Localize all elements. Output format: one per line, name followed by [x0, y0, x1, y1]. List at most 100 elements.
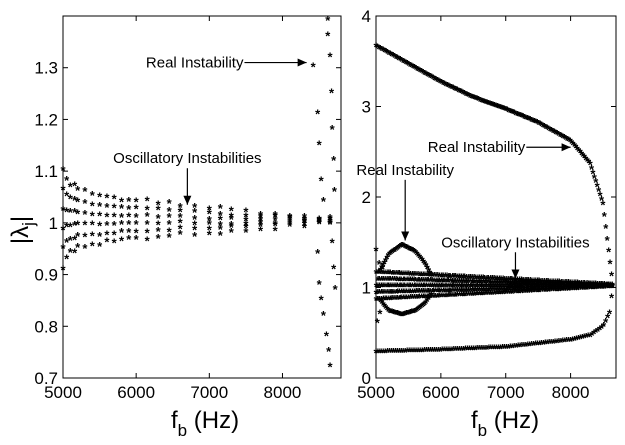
left-data-point: *: [90, 209, 96, 224]
left-data-point: *: [75, 194, 81, 209]
right-data-point: *: [506, 341, 512, 356]
right-data-point: *: [418, 344, 424, 359]
left-data-point: *: [302, 218, 308, 233]
left-data-point: *: [145, 203, 151, 218]
left-data-point: *: [192, 223, 198, 238]
left-data-point: *: [207, 213, 213, 228]
right-data-point: *: [564, 280, 570, 295]
right-data-point: *: [584, 277, 590, 292]
right-data-point: *: [446, 284, 452, 299]
right-data-point: *: [481, 272, 487, 287]
right-data-point: *: [412, 245, 418, 260]
right-data-point: *: [439, 269, 445, 284]
right-data-point: *: [449, 343, 455, 358]
right-data-point: *: [551, 336, 557, 351]
right-data-point: *: [555, 283, 561, 298]
right-data-point: *: [573, 278, 579, 293]
right-data-point: *: [375, 293, 381, 308]
left-data-point: *: [156, 197, 162, 212]
left-data-point: *: [134, 195, 140, 210]
right-data-point: *: [428, 344, 434, 359]
right-data-point: *: [418, 64, 424, 79]
right-data-point: *: [506, 286, 512, 301]
right-data-point: *: [526, 285, 532, 300]
right-data-point: *: [376, 41, 382, 56]
left-y-tick-label: 0.8: [34, 317, 58, 336]
right-data-point: *: [418, 301, 424, 316]
right-data-point: *: [435, 274, 441, 289]
right-data-point: *: [510, 276, 516, 291]
left-data-point: *: [119, 201, 125, 216]
right-data-point: *: [501, 283, 507, 298]
right-data-point: *: [557, 276, 563, 291]
right-data-point: *: [537, 337, 543, 352]
right-data-point: *: [582, 331, 588, 346]
right-data-point: *: [582, 281, 588, 296]
right-data-point: *: [393, 345, 399, 360]
right-data-point: *: [584, 330, 590, 345]
right-data-point: *: [486, 342, 492, 357]
right-data-point: *: [412, 285, 418, 300]
right-data-point: *: [609, 290, 615, 305]
right-data-point: *: [428, 285, 434, 300]
right-data-point: *: [389, 48, 395, 63]
right-data-point: *: [508, 283, 514, 298]
right-data-point: *: [413, 304, 419, 319]
right-data-point: *: [393, 280, 399, 295]
right-annotation-label: Real Instability: [428, 139, 526, 156]
right-data-point: *: [560, 283, 566, 298]
right-data-point: *: [396, 241, 402, 256]
right-data-point: *: [428, 269, 434, 284]
right-data-point: *: [463, 343, 469, 358]
right-data-point: *: [579, 280, 585, 295]
right-data-point: *: [499, 283, 505, 298]
right-data-point: *: [570, 333, 576, 348]
right-data-point: *: [391, 286, 397, 301]
right-y-tick-label: 1: [362, 279, 371, 298]
right-data-point: *: [522, 277, 528, 292]
right-data-point: *: [513, 277, 519, 292]
right-data-point: *: [515, 286, 521, 301]
right-data-point: *: [504, 286, 510, 301]
right-data-point: *: [388, 273, 394, 288]
right-data-point: *: [462, 275, 468, 290]
right-data-point: *: [493, 283, 499, 298]
right-data-point: *: [472, 92, 478, 107]
right-data-point: *: [539, 282, 545, 297]
right-data-point: *: [470, 284, 476, 299]
right-arrow-head: [561, 143, 571, 152]
left-data-point: *: [167, 204, 173, 219]
right-data-point: *: [395, 242, 401, 257]
left-data-point: *: [112, 201, 118, 216]
right-data-point: *: [401, 308, 407, 323]
right-data-point: *: [591, 327, 597, 342]
right-data-point: *: [484, 287, 490, 302]
right-data-point: *: [379, 43, 385, 58]
right-data-point: *: [397, 292, 403, 307]
left-data-point: *: [104, 235, 110, 250]
right-data-point: *: [595, 324, 601, 339]
right-data-point: *: [517, 282, 523, 297]
right-data-point: *: [528, 285, 534, 300]
right-data-point: *: [474, 275, 480, 290]
right-data-point: *: [515, 280, 521, 295]
right-data-point: *: [462, 271, 468, 286]
right-data-point: *: [512, 107, 518, 122]
right-data-point: *: [574, 332, 580, 347]
right-data-point: *: [475, 284, 481, 299]
right-data-point: *: [599, 280, 605, 295]
right-data-point: *: [491, 283, 497, 298]
right-data-point: *: [523, 339, 529, 354]
left-y-tick-label: 1.3: [34, 59, 58, 78]
right-data-point: *: [386, 304, 392, 319]
left-data-point: *: [82, 184, 88, 199]
left-data-point: *: [327, 211, 333, 226]
right-data-point: *: [468, 271, 474, 286]
right-data-point: *: [593, 278, 599, 293]
right-y-tick-label: 2: [362, 188, 371, 207]
right-data-point: *: [600, 280, 606, 295]
right-data-point: *: [546, 123, 552, 138]
right-data-point: *: [459, 289, 465, 304]
right-data-point: *: [392, 307, 398, 322]
right-data-point: *: [511, 286, 517, 301]
